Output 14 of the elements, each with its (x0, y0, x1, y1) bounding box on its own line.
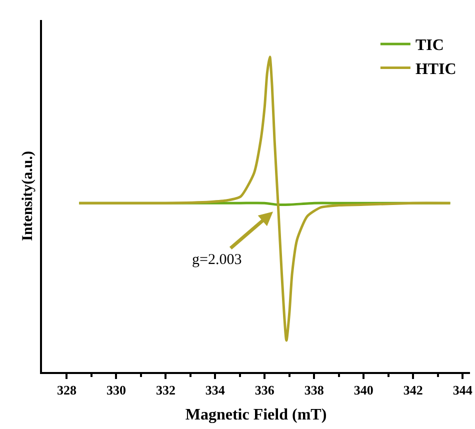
x-tick-label: 340 (354, 382, 374, 398)
annotation: g=2.003 (192, 252, 242, 268)
x-tick-label: 336 (254, 382, 275, 398)
x-tick-label: 330 (106, 382, 126, 398)
x-tick-label: 338 (304, 382, 324, 398)
legend-label: TIC (415, 37, 444, 54)
x-tick-label: 332 (156, 382, 176, 398)
x-axis-title: Magnetic Field (mT) (185, 406, 327, 424)
legend-label: HTIC (415, 60, 456, 78)
x-tick-label: 328 (56, 382, 77, 398)
y-axis-title: Intensity(a.u.) (20, 150, 36, 242)
x-tick-label: 344 (452, 382, 473, 398)
x-tick-label: 334 (205, 382, 226, 398)
x-tick-label: 342 (403, 382, 423, 398)
